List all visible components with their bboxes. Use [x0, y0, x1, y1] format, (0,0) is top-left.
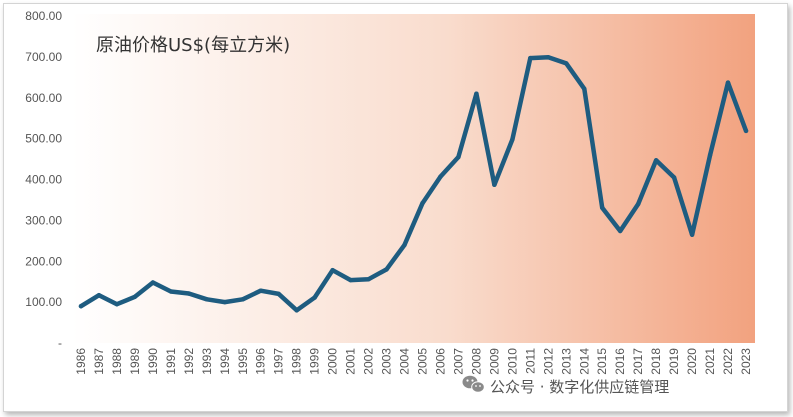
data-point: [653, 158, 659, 163]
chart-title: 原油价格US$(每立方米): [96, 35, 290, 56]
data-point: [671, 175, 677, 180]
data-point: [564, 61, 569, 66]
data-point: [402, 242, 407, 248]
x-tick-label: 2019: [667, 348, 681, 375]
x-tick-label: 2018: [649, 348, 663, 375]
watermark: 公众号 · 数字化供应链管理: [462, 375, 669, 396]
data-point: [186, 291, 192, 296]
y-tick-label: 700.00: [25, 50, 62, 64]
data-point: [689, 232, 695, 237]
data-point: [150, 280, 156, 285]
data-point: [312, 295, 317, 300]
x-tick-label: 2015: [595, 348, 609, 375]
x-tick-label: 2014: [577, 348, 591, 375]
x-tick-label: 1996: [254, 348, 268, 375]
x-tick-label: 2000: [326, 348, 340, 375]
y-axis: - 100.00 200.00 300.00 400.00 500.00 600.00 700…: [25, 9, 62, 350]
x-tick-label: 2006: [433, 348, 447, 375]
y-tick-label: -: [58, 336, 62, 350]
y-tick-label: 600.00: [25, 91, 62, 105]
x-tick-label: 1995: [236, 348, 250, 375]
x-tick-label: 2017: [631, 348, 645, 375]
x-tick-label: 2020: [685, 348, 699, 375]
x-tick-label: 2012: [541, 348, 555, 375]
data-point: [240, 297, 245, 302]
data-point: [582, 86, 587, 91]
x-tick-label: 2011: [523, 348, 537, 374]
plot-area-background: [72, 14, 755, 343]
data-point: [168, 289, 174, 294]
data-point: [528, 55, 533, 61]
series-line: [78, 55, 749, 313]
wechat-icon: [462, 375, 485, 393]
x-tick-label: 2009: [487, 348, 501, 375]
x-tick-label: 2003: [380, 348, 394, 375]
x-tick-label: 1994: [218, 348, 232, 375]
x-tick-label: 2008: [469, 348, 483, 375]
x-tick-label: 2010: [505, 348, 519, 375]
data-point: [204, 297, 210, 302]
x-tick-label: 2001: [344, 348, 358, 375]
x-tick-label: 2016: [613, 348, 627, 375]
watermark-text: 公众号 · 数字化供应链管理: [490, 378, 669, 396]
x-tick-label: 1987: [92, 348, 106, 375]
data-point: [132, 294, 138, 300]
x-tick-label: 1991: [164, 348, 178, 375]
x-tick-label: 1997: [272, 348, 286, 375]
x-tick-label: 1988: [110, 348, 124, 375]
data-point: [258, 288, 263, 293]
x-tick-label: 2005: [415, 348, 429, 375]
data-point: [294, 308, 299, 313]
x-tick-label: 1999: [308, 348, 322, 375]
x-tick-label: 2002: [362, 348, 376, 375]
x-tick-label: 2023: [739, 348, 753, 375]
data-point: [348, 277, 353, 283]
y-tick-label: 200.00: [25, 254, 62, 268]
data-point: [617, 228, 623, 234]
data-point: [114, 301, 120, 307]
data-point: [96, 292, 102, 298]
y-tick-label: 800.00: [25, 9, 62, 23]
data-point: [384, 267, 389, 272]
data-point: [438, 174, 443, 179]
data-point: [510, 137, 515, 142]
data-point: [725, 80, 731, 85]
data-point: [78, 304, 84, 309]
data-point: [474, 91, 479, 96]
y-tick-label: 100.00: [25, 295, 62, 309]
x-tick-label: 2007: [451, 348, 465, 375]
data-point: [635, 201, 641, 207]
x-tick-label: 1998: [290, 348, 304, 375]
data-point: [743, 128, 749, 134]
x-tick-label: 1986: [74, 348, 88, 375]
data-point: [330, 268, 335, 273]
data-point: [276, 291, 281, 297]
x-tick-label: 1993: [200, 348, 214, 375]
x-tick-label: 1990: [146, 348, 160, 375]
data-points: [78, 55, 749, 313]
x-tick-label: 2022: [721, 348, 735, 375]
x-axis: 1986 1987 1988 1989 1990 1991 1992 1993 1994 1995…: [74, 348, 753, 375]
data-point: [420, 201, 425, 206]
x-tick-label: 2004: [398, 348, 412, 375]
x-tick-label: 1989: [128, 348, 142, 375]
data-point: [600, 205, 605, 210]
data-point: [707, 152, 713, 158]
y-tick-label: 300.00: [25, 213, 62, 227]
data-point: [492, 182, 497, 188]
y-tick-label: 400.00: [25, 173, 62, 187]
y-tick-label: 500.00: [25, 132, 62, 146]
data-point: [366, 277, 371, 282]
x-tick-label: 1992: [182, 348, 196, 375]
x-tick-label: 2021: [703, 348, 717, 375]
data-point: [456, 154, 461, 160]
data-point: [222, 299, 227, 305]
x-tick-label: 2013: [559, 348, 573, 375]
data-point: [546, 55, 551, 60]
